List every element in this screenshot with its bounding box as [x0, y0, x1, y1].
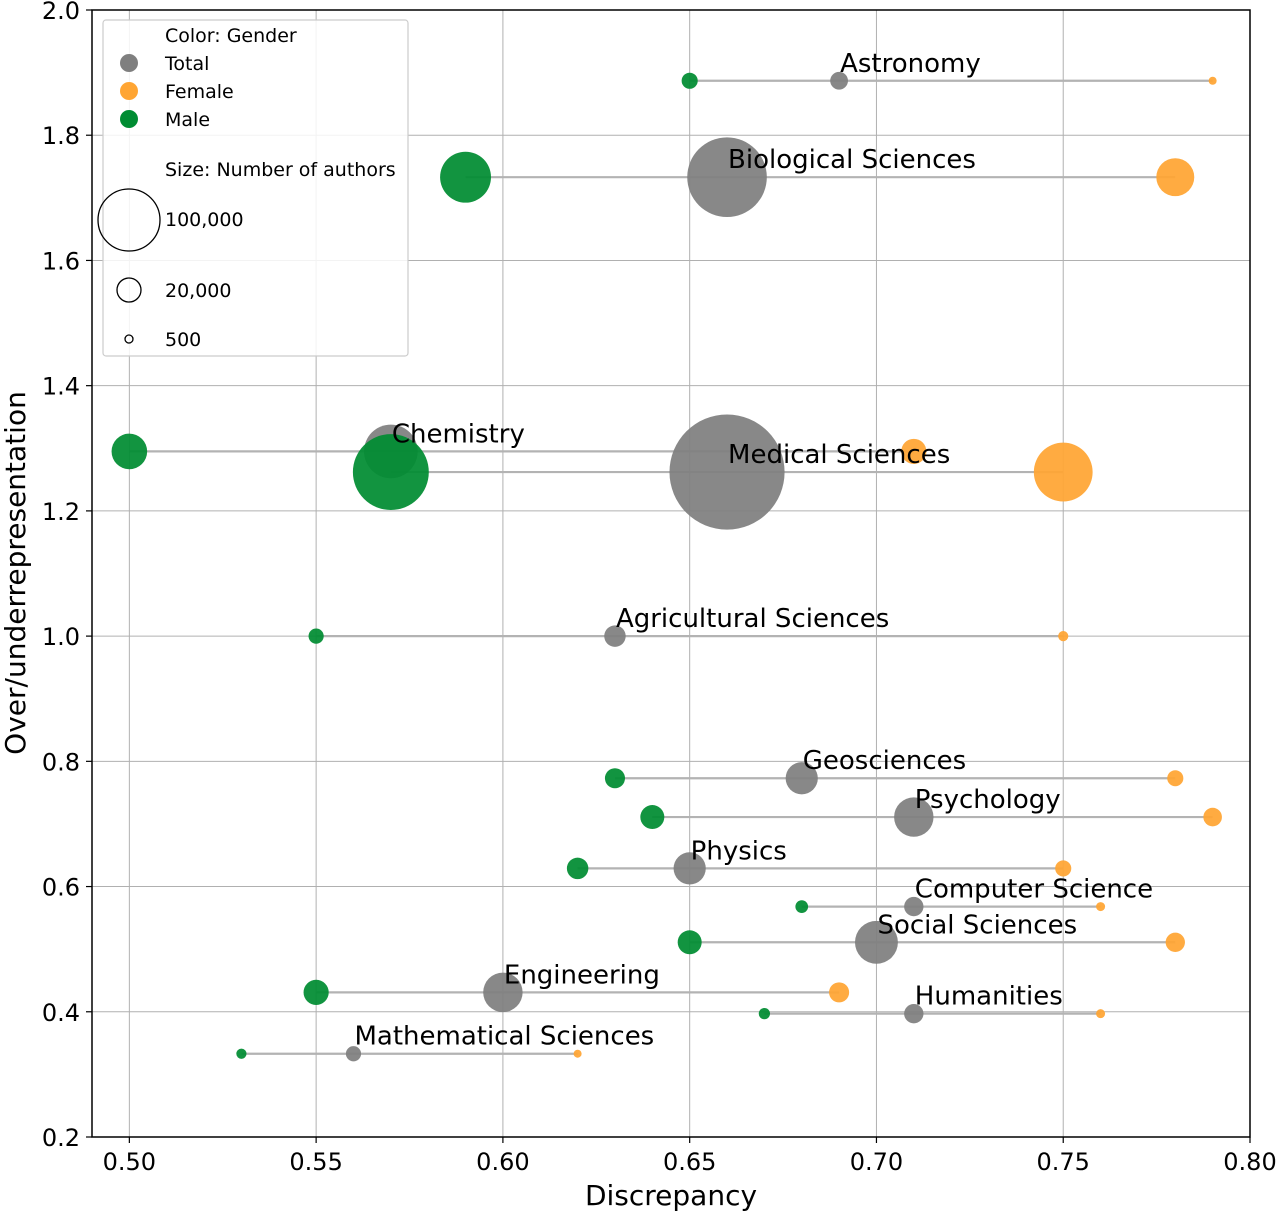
category-labels: Astronomy Biological Sciences Chemistry Med… — [354, 49, 1153, 1052]
label-agricultural-sciences: Agricultural Sciences — [616, 604, 889, 634]
point-male-physics — [566, 857, 589, 880]
y-tick-label: 0.8 — [42, 748, 80, 776]
point-male-mathematical-sciences — [236, 1048, 247, 1059]
legend-total-marker — [120, 54, 138, 72]
point-total-geosciences — [785, 762, 818, 795]
point-female-humanities — [1096, 1009, 1106, 1019]
x-tick-label: 0.65 — [663, 1148, 716, 1176]
label-physics: Physics — [691, 836, 787, 866]
point-male-agricultural-sciences — [308, 628, 324, 644]
label-engineering: Engineering — [504, 960, 660, 990]
point-female-biological-sciences — [1156, 158, 1195, 197]
point-female-medical-sciences — [1033, 442, 1093, 502]
point-male-engineering — [303, 979, 329, 1005]
legend-size-20000-label: 20,000 — [165, 280, 231, 302]
legend-male-marker — [120, 110, 138, 128]
point-male-astronomy — [681, 72, 698, 89]
point-female-agricultural-sciences — [1058, 631, 1069, 642]
legend-female-marker — [120, 82, 138, 100]
point-total-engineering — [483, 972, 523, 1013]
x-tick-label: 0.75 — [1037, 1148, 1090, 1176]
point-female-physics — [1055, 860, 1072, 877]
point-total-social-sciences — [854, 920, 898, 964]
x-tick-label: 0.60 — [476, 1148, 529, 1176]
y-tick-label: 1.6 — [42, 247, 80, 275]
point-male-humanities — [758, 1008, 771, 1020]
label-computer-science: Computer Science — [915, 875, 1153, 905]
legend-size-100000-label: 100,000 — [165, 209, 244, 231]
x-tick-label: 0.80 — [1223, 1148, 1276, 1176]
point-female-geosciences — [1167, 770, 1184, 787]
axis-ticks: 0.50 0.55 0.60 0.65 0.70 0.75 0.80 0.2 0.4 0.6 0.8… — [42, 0, 1277, 1176]
legend-size-20000-marker — [116, 277, 142, 303]
plot-frame — [91, 9, 1251, 1138]
x-axis-label: Discrepancy — [585, 1179, 757, 1212]
point-total-astronomy — [830, 71, 848, 90]
point-total-medical-sciences — [669, 414, 785, 530]
legend-size-500-label: 500 — [165, 329, 201, 351]
label-biological-sciences: Biological Sciences — [728, 145, 976, 175]
y-tick-label: 0.2 — [42, 1124, 80, 1152]
y-tick-label: 2.0 — [42, 0, 80, 25]
legend-color-title: Color: Gender — [165, 25, 297, 47]
y-axis-label: Over/underrepresentation — [0, 391, 32, 755]
point-female-astronomy — [1208, 76, 1217, 85]
point-male-social-sciences — [677, 930, 702, 955]
label-chemistry: Chemistry — [392, 419, 525, 449]
legend-size-100000-marker — [97, 188, 161, 252]
point-total-mathematical-sciences — [345, 1046, 362, 1062]
legend-total-label: Total — [164, 53, 209, 75]
legend-box — [102, 19, 409, 357]
y-tick-label: 1.8 — [42, 122, 80, 150]
label-humanities: Humanities — [915, 982, 1063, 1012]
point-total-agricultural-sciences — [604, 625, 626, 647]
label-mathematical-sciences: Mathematical Sciences — [354, 1022, 654, 1052]
point-total-psychology — [894, 797, 934, 837]
y-tick-label: 1.4 — [42, 373, 80, 401]
y-tick-label: 1.2 — [42, 498, 80, 526]
point-female-chemistry — [901, 438, 927, 464]
point-female-social-sciences — [1165, 932, 1185, 952]
connector-lines — [129, 79, 1213, 1055]
point-total-physics — [673, 852, 706, 885]
x-tick-label: 0.70 — [850, 1148, 903, 1176]
legend-female-label: Female — [165, 81, 234, 103]
y-tick-label: 0.6 — [42, 874, 80, 902]
point-male-biological-sciences — [440, 151, 492, 203]
label-psychology: Psychology — [915, 785, 1061, 815]
point-female-mathematical-sciences — [573, 1049, 582, 1058]
data-points — [111, 71, 1222, 1062]
point-male-geosciences — [604, 768, 626, 789]
point-female-engineering — [829, 982, 850, 1003]
x-tick-label: 0.50 — [103, 1148, 156, 1176]
point-male-psychology — [640, 805, 665, 830]
x-tick-label: 0.55 — [289, 1148, 342, 1176]
point-female-computer-science — [1096, 902, 1106, 912]
label-social-sciences: Social Sciences — [877, 910, 1077, 940]
point-male-medical-sciences — [352, 434, 429, 511]
legend-size-500-marker — [124, 334, 134, 344]
point-total-humanities — [904, 1003, 924, 1024]
point-male-computer-science — [795, 900, 809, 913]
legend-size-title: Size: Number of authors — [165, 159, 396, 181]
y-tick-label: 1.0 — [42, 623, 80, 651]
label-medical-sciences: Medical Sciences — [728, 440, 950, 470]
point-male-chemistry — [111, 433, 148, 470]
point-total-biological-sciences — [687, 137, 767, 217]
legend-male-label: Male — [165, 109, 210, 131]
label-geosciences: Geosciences — [803, 746, 966, 776]
legend: Color: Gender Total Female Male Size: Nu… — [97, 19, 409, 357]
point-female-psychology — [1203, 807, 1222, 827]
label-astronomy: Astronomy — [840, 49, 981, 79]
point-total-computer-science — [904, 896, 924, 917]
y-tick-label: 0.4 — [42, 999, 80, 1027]
